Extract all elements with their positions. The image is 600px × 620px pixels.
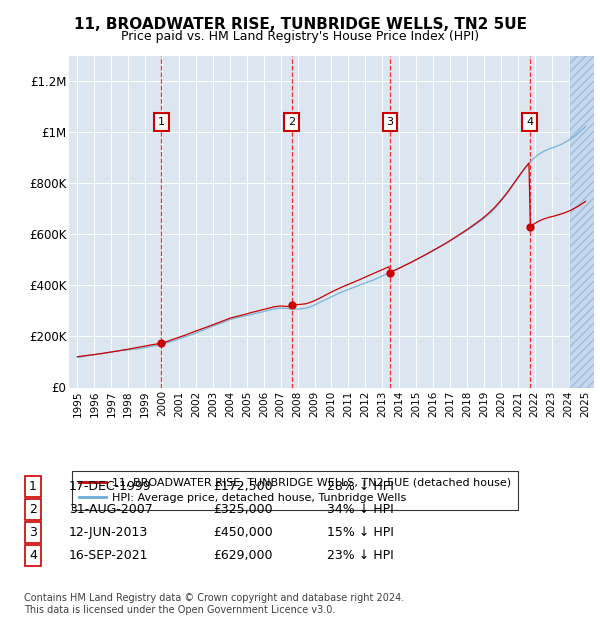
Text: 3: 3: [386, 117, 394, 127]
Text: 12-JUN-2013: 12-JUN-2013: [69, 526, 148, 539]
Text: 16-SEP-2021: 16-SEP-2021: [69, 549, 149, 562]
Text: £325,000: £325,000: [213, 503, 272, 516]
Text: 11, BROADWATER RISE, TUNBRIDGE WELLS, TN2 5UE: 11, BROADWATER RISE, TUNBRIDGE WELLS, TN…: [74, 17, 527, 32]
Text: 2: 2: [289, 117, 295, 127]
Bar: [570, 56, 600, 388]
Text: Contains HM Land Registry data © Crown copyright and database right 2024.
This d: Contains HM Land Registry data © Crown c…: [24, 593, 404, 615]
Text: 4: 4: [526, 117, 533, 127]
Text: 23% ↓ HPI: 23% ↓ HPI: [327, 549, 394, 562]
Text: 34% ↓ HPI: 34% ↓ HPI: [327, 503, 394, 516]
Text: 31-AUG-2007: 31-AUG-2007: [69, 503, 153, 516]
Text: 1: 1: [29, 480, 37, 493]
Text: 3: 3: [29, 526, 37, 539]
Text: 1: 1: [158, 117, 165, 127]
Text: £450,000: £450,000: [213, 526, 273, 539]
Text: 17-DEC-1999: 17-DEC-1999: [69, 480, 152, 493]
Text: £172,500: £172,500: [213, 480, 272, 493]
Text: Price paid vs. HM Land Registry's House Price Index (HPI): Price paid vs. HM Land Registry's House …: [121, 30, 479, 43]
Text: 15% ↓ HPI: 15% ↓ HPI: [327, 526, 394, 539]
Text: £629,000: £629,000: [213, 549, 272, 562]
Legend: 11, BROADWATER RISE, TUNBRIDGE WELLS, TN2 5UE (detached house), HPI: Average pri: 11, BROADWATER RISE, TUNBRIDGE WELLS, TN…: [72, 471, 518, 510]
Text: 28% ↓ HPI: 28% ↓ HPI: [327, 480, 394, 493]
Text: 2: 2: [29, 503, 37, 516]
Text: 4: 4: [29, 549, 37, 562]
